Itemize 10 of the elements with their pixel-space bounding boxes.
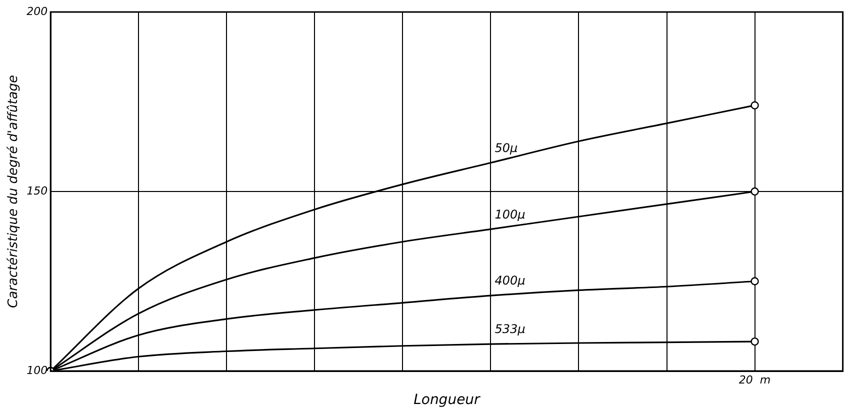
y-tick-label: 100	[26, 364, 48, 377]
series-label: 400μ	[494, 274, 526, 288]
series-label: 50μ	[494, 140, 518, 155]
series-label: 533μ	[494, 322, 526, 336]
x-axis-title: Longueur	[414, 392, 482, 408]
y-tick-label: 200	[26, 4, 48, 18]
x-tick-label: 20 m	[738, 373, 771, 386]
y-axis-title: Caractéristique du degré d'affûtage	[6, 75, 22, 308]
series-label: 100μ	[494, 207, 526, 222]
y-tick-label: 150	[26, 184, 48, 198]
